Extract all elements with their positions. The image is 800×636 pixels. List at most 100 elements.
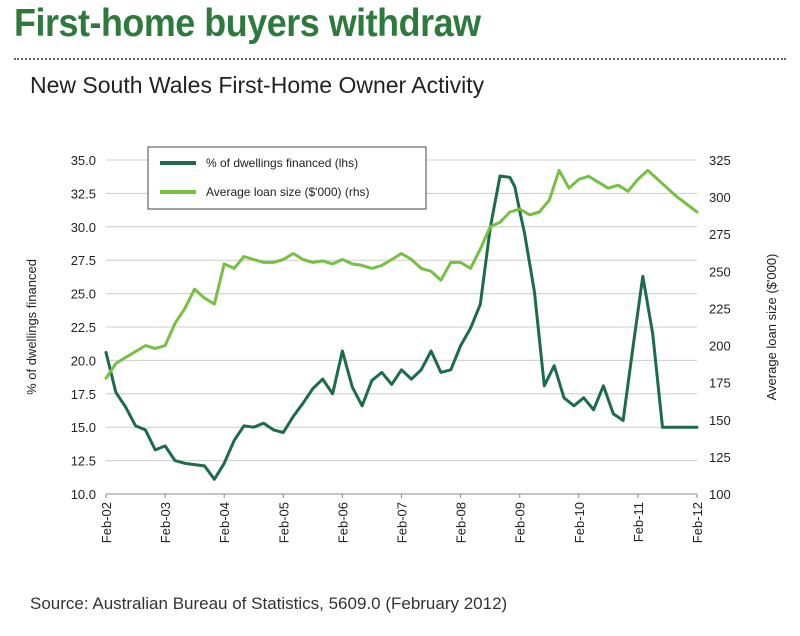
data-point — [164, 445, 167, 447]
data-point — [696, 426, 698, 429]
data-point — [602, 384, 605, 387]
x-tick-label: Feb-05 — [276, 502, 291, 543]
data-point — [124, 406, 127, 409]
data-point — [607, 187, 610, 190]
data-point — [637, 178, 639, 181]
data-point — [233, 439, 236, 442]
data-point — [302, 402, 304, 405]
data-point — [361, 264, 363, 267]
data-point — [479, 248, 482, 251]
y-left-tick-label: 15.0 — [71, 420, 96, 435]
x-tick-label: Feb-06 — [335, 502, 350, 543]
data-point — [558, 169, 560, 172]
x-tick-label: Feb-11 — [631, 502, 646, 542]
data-point — [420, 368, 423, 371]
divider — [14, 58, 786, 60]
y-left-tick-label: 10.0 — [71, 487, 96, 502]
data-point — [548, 199, 551, 202]
data-point — [223, 462, 226, 465]
data-point — [528, 214, 531, 216]
data-point — [612, 412, 615, 415]
data-point — [430, 270, 432, 273]
data-point — [174, 459, 176, 462]
data-point — [243, 255, 245, 258]
data-point — [410, 258, 413, 261]
data-point — [282, 431, 285, 434]
data-point — [390, 258, 393, 261]
y-left-axis-title: % of dwellings financed — [24, 259, 39, 395]
data-point — [302, 258, 304, 261]
data-point — [272, 429, 275, 431]
data-point — [646, 169, 649, 172]
data-point — [597, 181, 600, 184]
legend-box — [147, 146, 427, 210]
data-point — [193, 463, 196, 466]
y-left-tick-label: 17.5 — [71, 387, 96, 402]
data-point — [469, 327, 472, 330]
x-tick-label: Feb-02 — [99, 502, 114, 543]
headline: First-home buyers withdraw — [14, 2, 481, 45]
data-point — [341, 258, 344, 261]
data-point — [351, 263, 354, 265]
data-point — [292, 415, 295, 418]
data-point — [331, 263, 334, 265]
data-point — [568, 187, 570, 190]
data-point — [400, 252, 403, 255]
data-point — [459, 344, 462, 347]
y-right-tick-label: 100 — [709, 487, 731, 502]
data-point — [449, 368, 452, 371]
data-point — [577, 178, 580, 181]
y-left-tick-label: 27.5 — [71, 253, 96, 268]
data-point — [154, 347, 157, 350]
data-point — [213, 303, 216, 305]
source-note: Source: Australian Bureau of Statistics,… — [30, 594, 508, 613]
data-point — [312, 387, 314, 390]
data-point — [361, 404, 363, 407]
data-point — [193, 288, 196, 290]
data-point — [627, 190, 629, 193]
data-point — [617, 184, 620, 187]
data-point — [272, 261, 275, 264]
data-point — [115, 362, 117, 365]
data-point — [696, 211, 698, 213]
y-left-tick-label: 30.0 — [71, 220, 96, 235]
data-point — [312, 261, 314, 264]
data-point — [262, 422, 265, 425]
legend-entry: % of dwellings financed (lhs) — [206, 156, 358, 170]
data-point — [563, 396, 565, 399]
data-point — [380, 371, 383, 374]
data-point — [499, 221, 501, 224]
data-point — [243, 425, 245, 427]
data-point — [341, 350, 344, 352]
data-point — [592, 408, 595, 411]
data-point — [656, 178, 659, 181]
x-tick-label: Feb-07 — [395, 502, 410, 543]
data-point — [641, 275, 644, 278]
data-point — [252, 258, 255, 261]
data-point — [553, 364, 556, 367]
data-point — [213, 478, 216, 481]
x-tick-label: Feb-04 — [217, 502, 232, 543]
data-point — [321, 260, 324, 262]
data-point — [479, 303, 482, 306]
data-point — [489, 225, 492, 228]
data-point — [449, 261, 452, 264]
data-point — [292, 252, 295, 255]
data-point — [183, 462, 186, 465]
data-point — [134, 425, 137, 427]
data-point — [331, 392, 334, 395]
data-point — [671, 426, 674, 429]
data-point — [509, 211, 511, 213]
data-point — [351, 386, 354, 388]
data-point — [390, 383, 393, 386]
data-point — [282, 258, 285, 261]
x-tick-label: Feb-09 — [513, 502, 528, 543]
y-right-tick-label: 150 — [709, 413, 731, 428]
data-point — [538, 211, 541, 213]
data-point — [262, 261, 265, 264]
data-point — [523, 232, 526, 235]
data-point — [371, 379, 373, 382]
y-left-tick-label: 25.0 — [71, 287, 96, 302]
x-tick-label: Feb-10 — [572, 502, 587, 543]
